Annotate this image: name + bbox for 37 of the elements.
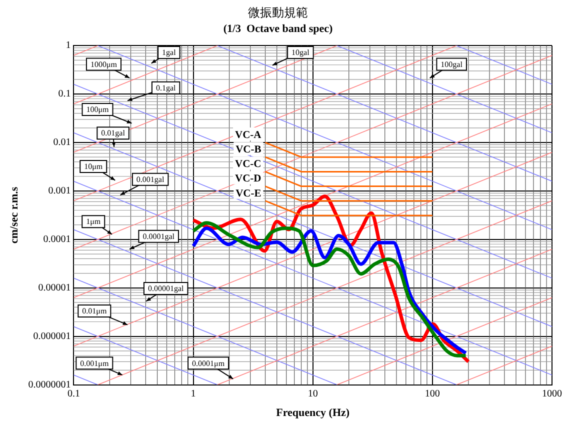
y-tick-label: 1: [66, 40, 71, 52]
annotation: 1μm: [86, 217, 102, 226]
annotation: 0.001μm: [80, 358, 110, 368]
annotation: 100gal: [440, 60, 464, 69]
annotation: 0.01gal: [101, 128, 126, 138]
series-label: VC-B: [236, 144, 262, 156]
chart-title: 微振動規範: [248, 5, 308, 20]
series-label: VC-A: [235, 130, 262, 141]
y-tick-label: 0.001: [48, 186, 71, 197]
y-axis-title: cm/sec r.m.s: [8, 186, 20, 244]
annotation: 1000μm: [90, 60, 118, 69]
y-tick-label: 0.000001: [33, 330, 71, 342]
series-label: VC-D: [235, 174, 262, 185]
y-tick-label: 0.1: [58, 88, 71, 100]
annotation: 10μm: [84, 162, 104, 172]
annotation: 0.01μm: [82, 306, 108, 316]
x-tick-label: 1000: [542, 388, 562, 400]
chart-subtitle: (1/3 Octave band spec): [223, 22, 334, 35]
annotation: 1gal: [162, 48, 177, 58]
annotation: 0.00001gal: [148, 284, 184, 294]
x-tick-label: 0.1: [67, 388, 80, 400]
annotation: 0.1gal: [156, 83, 176, 92]
series-label: VC-C: [235, 159, 262, 170]
annotation: 0.0001μm: [192, 358, 226, 368]
annotation: 100μm: [86, 105, 110, 114]
y-tick-label: 0.01: [53, 137, 71, 148]
x-axis-title: Frequency (Hz): [276, 407, 350, 420]
x-tick-label: 1: [190, 388, 196, 400]
annotation: 0.001gal: [136, 174, 165, 184]
series-label: VC-E: [236, 188, 262, 200]
x-tick-label: 100: [424, 388, 440, 400]
y-tick-label: 0.0000001: [28, 379, 71, 390]
annotation: 0.0001gal: [142, 232, 176, 241]
annotation: 10gal: [292, 48, 310, 58]
y-tick-label: 0.00001: [38, 282, 71, 294]
y-tick-label: 0.0001: [43, 234, 71, 246]
x-tick-label: 10: [308, 388, 318, 400]
